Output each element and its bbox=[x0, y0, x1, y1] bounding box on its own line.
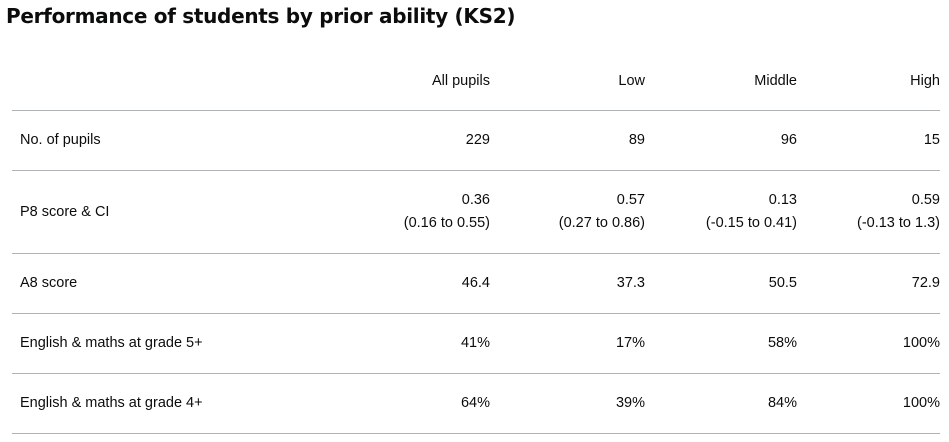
table-header-row: All pupils Low Middle High bbox=[12, 52, 940, 111]
p8-confidence-interval: (-0.13 to 1.3) bbox=[856, 214, 940, 231]
row-label: English & maths at grade 4+ bbox=[12, 373, 352, 434]
cell-all-pupils: 0.36 (0.16 to 0.55) bbox=[352, 170, 490, 254]
p8-score-value: 0.36 bbox=[461, 191, 490, 208]
column-header-all-pupils: All pupils bbox=[352, 52, 490, 111]
column-header-metric bbox=[12, 52, 352, 111]
row-label: P8 score & CI bbox=[12, 170, 352, 254]
row-label: English & maths at grade 5+ bbox=[12, 313, 352, 374]
p8-score-value: 0.59 bbox=[911, 191, 940, 208]
p8-confidence-interval: (0.16 to 0.55) bbox=[403, 214, 490, 231]
page-title: Performance of students by prior ability… bbox=[6, 4, 516, 28]
cell-all-pupils: 46.4 bbox=[352, 253, 490, 314]
cell-low: 17% bbox=[490, 313, 645, 374]
cell-all-pupils: 229 bbox=[352, 110, 490, 171]
table-row-english-maths-grade-5: English & maths at grade 5+ 41% 17% 58% … bbox=[12, 313, 940, 374]
cell-middle: 96 bbox=[645, 110, 797, 171]
cell-high: 0.59 (-0.13 to 1.3) bbox=[797, 170, 940, 254]
cell-all-pupils: 41% bbox=[352, 313, 490, 374]
performance-table: All pupils Low Middle High No. of pupils… bbox=[12, 52, 940, 434]
cell-high: 72.9 bbox=[797, 253, 940, 314]
cell-middle: 50.5 bbox=[645, 253, 797, 314]
column-header-middle: Middle bbox=[645, 52, 797, 111]
table-row-number-of-pupils: No. of pupils 229 89 96 15 bbox=[12, 110, 940, 171]
column-header-low: Low bbox=[490, 52, 645, 111]
cell-high: 100% bbox=[797, 313, 940, 374]
cell-middle: 0.13 (-0.15 to 0.41) bbox=[645, 170, 797, 254]
row-label: No. of pupils bbox=[12, 110, 352, 171]
column-header-high: High bbox=[797, 52, 940, 111]
p8-confidence-interval: (0.27 to 0.86) bbox=[558, 214, 645, 231]
cell-low: 37.3 bbox=[490, 253, 645, 314]
cell-low: 39% bbox=[490, 373, 645, 434]
table-row-p8-score: P8 score & CI 0.36 (0.16 to 0.55) 0.57 (… bbox=[12, 170, 940, 254]
cell-all-pupils: 64% bbox=[352, 373, 490, 434]
row-label: A8 score bbox=[12, 253, 352, 314]
cell-high: 15 bbox=[797, 110, 940, 171]
cell-middle: 58% bbox=[645, 313, 797, 374]
cell-middle: 84% bbox=[645, 373, 797, 434]
table-row-a8-score: A8 score 46.4 37.3 50.5 72.9 bbox=[12, 253, 940, 314]
p8-score-value: 0.57 bbox=[616, 191, 645, 208]
p8-confidence-interval: (-0.15 to 0.41) bbox=[705, 214, 797, 231]
cell-low: 0.57 (0.27 to 0.86) bbox=[490, 170, 645, 254]
cell-high: 100% bbox=[797, 373, 940, 434]
cell-low: 89 bbox=[490, 110, 645, 171]
table-row-english-maths-grade-4: English & maths at grade 4+ 64% 39% 84% … bbox=[12, 373, 940, 434]
p8-score-value: 0.13 bbox=[768, 191, 797, 208]
